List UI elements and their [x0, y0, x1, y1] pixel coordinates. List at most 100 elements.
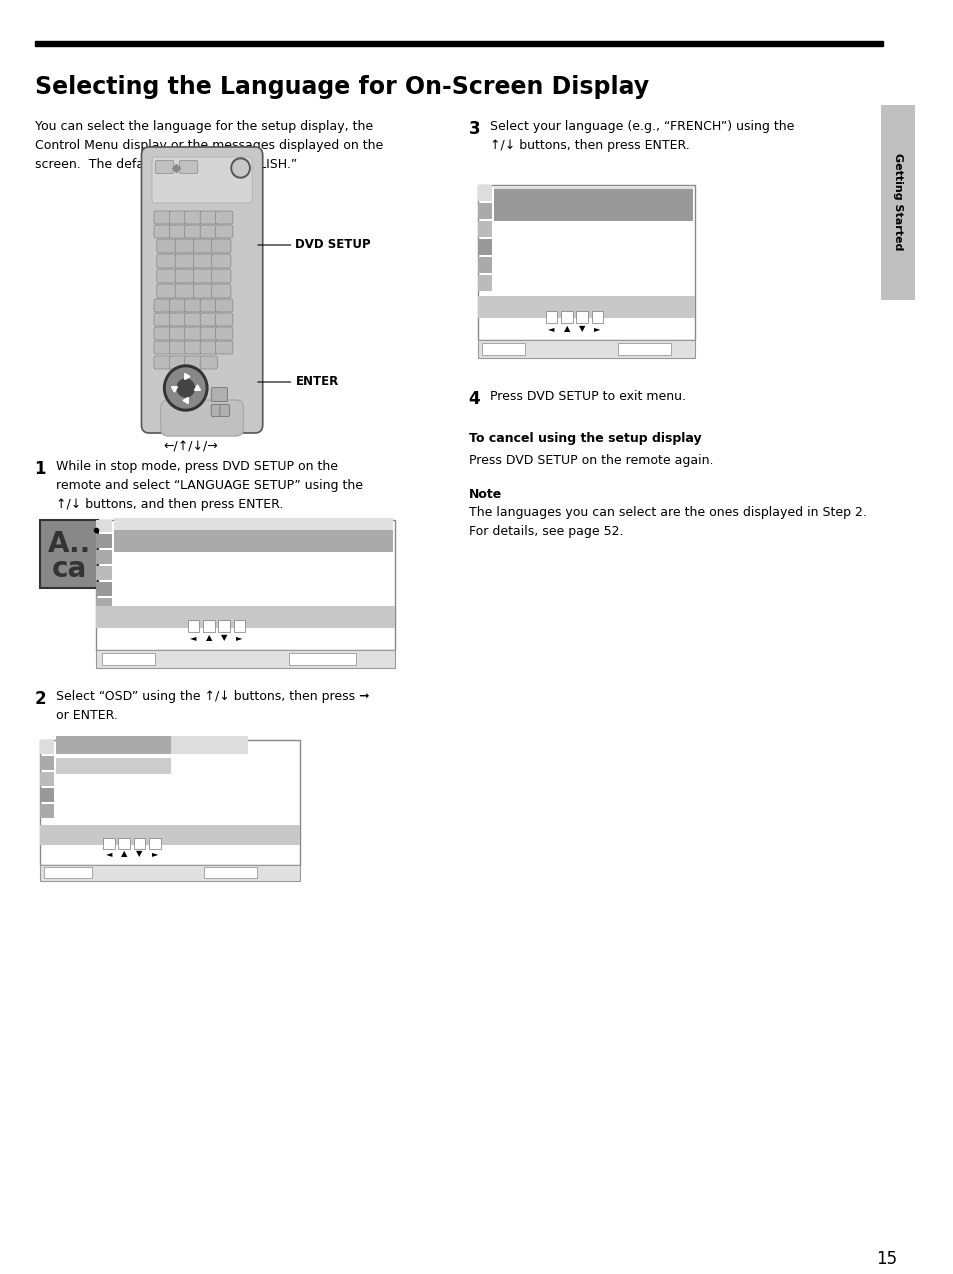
- Text: 3: 3: [468, 120, 479, 138]
- Bar: [591, 311, 602, 324]
- Bar: [477, 185, 491, 201]
- FancyBboxPatch shape: [153, 299, 172, 312]
- Bar: [96, 550, 112, 564]
- Bar: [96, 534, 112, 548]
- FancyBboxPatch shape: [170, 299, 187, 312]
- Bar: [576, 311, 587, 324]
- Bar: [40, 740, 300, 865]
- FancyBboxPatch shape: [212, 284, 231, 298]
- Bar: [44, 868, 92, 878]
- Bar: [56, 736, 172, 754]
- Text: The languages you can select are the ones displayed in Step 2.
For details, see : The languages you can select are the one…: [468, 506, 865, 538]
- Bar: [172, 736, 248, 754]
- Bar: [96, 650, 395, 668]
- FancyBboxPatch shape: [215, 341, 233, 354]
- FancyBboxPatch shape: [193, 240, 213, 254]
- FancyBboxPatch shape: [200, 211, 217, 224]
- Bar: [103, 838, 114, 848]
- Text: Getting Started: Getting Started: [892, 153, 902, 251]
- FancyBboxPatch shape: [211, 387, 228, 401]
- Bar: [188, 620, 199, 632]
- FancyBboxPatch shape: [170, 313, 187, 326]
- Bar: [113, 519, 393, 534]
- Bar: [40, 865, 300, 882]
- FancyBboxPatch shape: [175, 269, 194, 283]
- FancyBboxPatch shape: [175, 284, 194, 298]
- Bar: [133, 838, 145, 848]
- Bar: [477, 296, 694, 318]
- Text: 1: 1: [34, 460, 46, 478]
- Text: While in stop mode, press DVD SETUP on the
remote and select “LANGUAGE SETUP” us: While in stop mode, press DVD SETUP on t…: [56, 460, 362, 511]
- Circle shape: [231, 158, 250, 178]
- Bar: [218, 620, 230, 632]
- Bar: [40, 772, 53, 786]
- FancyBboxPatch shape: [156, 240, 176, 254]
- FancyBboxPatch shape: [170, 225, 187, 238]
- Text: ENTER: ENTER: [295, 375, 338, 387]
- Text: Select your language (e.g., “FRENCH”) using the
↑/↓ buttons, then press ENTER.: Select your language (e.g., “FRENCH”) us…: [489, 120, 793, 152]
- Text: Select “OSD” using the ↑/↓ buttons, then press ➞
or ENTER.: Select “OSD” using the ↑/↓ buttons, then…: [56, 691, 369, 722]
- FancyBboxPatch shape: [215, 327, 233, 340]
- Text: A..: A..: [48, 530, 91, 558]
- Text: Press DVD SETUP on the remote again.: Press DVD SETUP on the remote again.: [468, 454, 713, 468]
- FancyBboxPatch shape: [212, 269, 231, 283]
- FancyBboxPatch shape: [153, 313, 172, 326]
- FancyBboxPatch shape: [153, 327, 172, 340]
- Bar: [40, 789, 53, 803]
- Bar: [96, 582, 112, 596]
- FancyBboxPatch shape: [212, 254, 231, 268]
- FancyBboxPatch shape: [200, 327, 217, 340]
- Text: ca: ca: [51, 555, 87, 583]
- Bar: [34, 41, 882, 46]
- Bar: [477, 220, 491, 237]
- FancyBboxPatch shape: [185, 355, 202, 369]
- Bar: [40, 740, 53, 754]
- Bar: [545, 311, 557, 324]
- Text: ◄: ◄: [548, 325, 554, 334]
- FancyBboxPatch shape: [185, 327, 202, 340]
- Text: To cancel using the setup display: To cancel using the setup display: [468, 432, 700, 445]
- Bar: [149, 838, 160, 848]
- FancyBboxPatch shape: [185, 341, 202, 354]
- Bar: [96, 520, 395, 650]
- Bar: [477, 275, 491, 290]
- FancyBboxPatch shape: [141, 147, 262, 433]
- FancyBboxPatch shape: [185, 313, 202, 326]
- Circle shape: [163, 364, 208, 412]
- Text: Note: Note: [468, 488, 501, 501]
- FancyBboxPatch shape: [185, 225, 202, 238]
- Bar: [96, 520, 112, 533]
- FancyBboxPatch shape: [219, 405, 230, 417]
- Bar: [289, 654, 355, 665]
- FancyBboxPatch shape: [170, 355, 187, 369]
- Bar: [40, 804, 53, 818]
- Text: ▼: ▼: [221, 633, 227, 642]
- FancyBboxPatch shape: [175, 240, 194, 254]
- FancyBboxPatch shape: [153, 211, 172, 224]
- FancyBboxPatch shape: [215, 211, 233, 224]
- FancyBboxPatch shape: [156, 254, 176, 268]
- FancyBboxPatch shape: [156, 269, 176, 283]
- FancyBboxPatch shape: [200, 341, 217, 354]
- Text: ◄: ◄: [106, 850, 112, 859]
- FancyBboxPatch shape: [153, 355, 172, 369]
- FancyBboxPatch shape: [200, 299, 217, 312]
- Bar: [40, 755, 53, 769]
- Bar: [40, 520, 98, 589]
- Text: Selecting the Language for On-Screen Display: Selecting the Language for On-Screen Dis…: [34, 75, 648, 99]
- Text: ►: ►: [594, 325, 600, 334]
- FancyBboxPatch shape: [170, 341, 187, 354]
- FancyBboxPatch shape: [215, 225, 233, 238]
- FancyBboxPatch shape: [175, 254, 194, 268]
- Bar: [203, 620, 214, 632]
- Bar: [96, 566, 112, 580]
- FancyBboxPatch shape: [152, 157, 252, 203]
- FancyBboxPatch shape: [153, 225, 172, 238]
- Bar: [40, 826, 300, 845]
- Text: ►: ►: [236, 633, 243, 642]
- FancyBboxPatch shape: [215, 299, 233, 312]
- Text: ▲: ▲: [205, 633, 212, 642]
- Text: ←/↑/↓/→: ←/↑/↓/→: [163, 440, 218, 454]
- FancyBboxPatch shape: [170, 211, 187, 224]
- FancyBboxPatch shape: [153, 341, 172, 354]
